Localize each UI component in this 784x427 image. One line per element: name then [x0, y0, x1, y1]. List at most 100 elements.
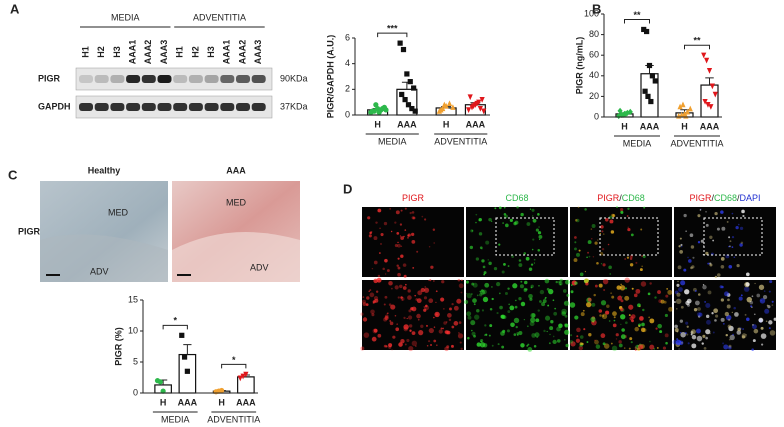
cell-signal	[742, 214, 745, 218]
cell-signal	[691, 265, 695, 269]
cell-signal	[591, 302, 596, 307]
cell-signal	[403, 324, 409, 330]
cell-signal	[377, 274, 381, 278]
cell-signal	[391, 287, 393, 290]
data-point	[616, 112, 622, 120]
cell-signal	[612, 323, 617, 328]
cell-signal	[697, 307, 701, 311]
data-point	[407, 79, 413, 85]
tissue-region	[40, 234, 168, 282]
header-part: /	[619, 193, 622, 203]
cell-signal	[544, 315, 551, 321]
cell-signal	[512, 283, 518, 289]
blot-group: MEDIA	[111, 12, 140, 22]
cell-signal	[423, 296, 428, 300]
cell-signal	[564, 302, 566, 304]
cell-signal	[728, 264, 733, 269]
cell-signal	[569, 340, 574, 344]
cell-signal	[482, 296, 489, 303]
blot-band	[251, 103, 266, 111]
cell-signal	[555, 280, 558, 284]
cell-signal	[720, 264, 725, 269]
cell-signal	[415, 345, 417, 347]
cell-signal	[386, 269, 390, 272]
cell-signal	[741, 335, 746, 339]
cell-signal	[723, 344, 729, 350]
cell-signal	[607, 243, 610, 246]
cell-signal	[457, 278, 461, 282]
cell-signal	[624, 287, 627, 290]
cell-signal	[608, 320, 611, 322]
cell-signal	[696, 312, 702, 317]
cell-signal	[541, 302, 546, 307]
cell-signal	[686, 333, 689, 336]
y-tick-label: 0	[345, 109, 350, 119]
cell-signal	[768, 290, 771, 293]
lane-label: AAA1	[127, 40, 137, 65]
cell-signal	[765, 320, 768, 323]
cell-signal	[692, 256, 695, 259]
cell-signal	[483, 273, 486, 276]
cell-signal	[378, 252, 381, 254]
cell-signal	[624, 277, 630, 283]
cell-signal	[460, 347, 463, 351]
cell-signal	[553, 311, 558, 316]
panel-label: A	[10, 1, 20, 16]
cell-signal	[528, 267, 533, 271]
cell-signal	[574, 236, 577, 239]
cell-signal	[373, 236, 378, 241]
cell-signal	[562, 289, 567, 293]
cell-signal	[631, 319, 634, 323]
cell-signal	[759, 298, 766, 304]
cell-signal	[594, 339, 596, 342]
group-label: ADVENTITIA	[434, 136, 487, 146]
region-label: MED	[226, 197, 247, 207]
cell-signal	[531, 248, 534, 251]
cell-signal	[395, 327, 400, 332]
cell-signal	[728, 338, 731, 341]
cell-signal	[539, 238, 541, 240]
header-part: CD68	[622, 193, 645, 203]
cell-signal	[549, 326, 554, 331]
y-tick-label: 0	[594, 111, 599, 121]
cell-signal	[580, 312, 585, 317]
cell-signal	[620, 334, 626, 340]
data-point	[706, 68, 713, 74]
cell-signal	[684, 289, 690, 295]
blot-band	[220, 75, 235, 83]
cell-signal	[633, 293, 638, 298]
cell-signal	[741, 209, 745, 214]
cell-signal	[491, 344, 494, 347]
cell-signal	[649, 318, 655, 324]
cell-signal	[403, 326, 409, 332]
cell-signal	[558, 280, 561, 284]
cell-signal	[534, 332, 540, 338]
cell-signal	[554, 307, 557, 310]
lane-label: AAA2	[237, 40, 247, 65]
cell-signal	[418, 330, 424, 336]
cell-signal	[579, 335, 584, 339]
cell-signal	[371, 313, 375, 317]
header-part: PIGR	[689, 193, 712, 203]
cell-signal	[595, 344, 601, 349]
cell-signal	[518, 259, 522, 262]
cell-signal	[546, 330, 548, 333]
cell-signal	[378, 208, 380, 211]
cell-signal	[601, 313, 608, 319]
cell-signal	[559, 278, 563, 282]
cell-signal	[402, 286, 407, 290]
cell-signal	[559, 283, 562, 286]
cell-signal	[630, 314, 636, 319]
cell-signal	[489, 308, 493, 311]
cell-signal	[713, 308, 719, 314]
cell-signal	[752, 324, 754, 326]
cell-signal	[370, 309, 375, 315]
cell-signal	[629, 263, 634, 267]
cell-signal	[701, 342, 704, 345]
cell-signal	[720, 257, 725, 261]
panel-label: B	[592, 1, 601, 16]
data-point	[412, 108, 418, 114]
cell-signal	[594, 339, 599, 345]
data-point	[474, 100, 480, 107]
cell-signal	[569, 302, 576, 308]
